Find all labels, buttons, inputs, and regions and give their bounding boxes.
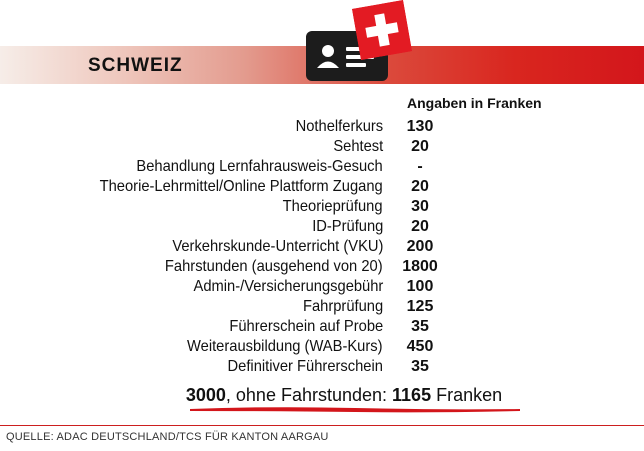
item-value: 20 <box>411 178 429 195</box>
item-value: 450 <box>406 338 434 355</box>
item-label: ID-Prüfung <box>311 218 383 235</box>
item-value: - <box>417 158 423 175</box>
list-item: Fahrprüfung 125 <box>0 297 644 317</box>
country-title: SCHWEIZ <box>88 55 183 76</box>
divider <box>0 425 644 426</box>
cost-list: Nothelferkurs 130 Sehtest 20 Behandlung … <box>0 117 644 377</box>
item-value: 100 <box>406 278 434 295</box>
list-item: Sehtest 20 <box>0 137 644 157</box>
item-label: Fahrprüfung <box>302 298 383 315</box>
item-label: Theorieprüfung <box>283 198 383 215</box>
list-item: Verkehrskunde-Unterricht (VKU) 200 <box>0 237 644 257</box>
item-value: 200 <box>406 238 434 255</box>
swiss-flag-icon <box>351 0 413 61</box>
source-credit: QUELLE: ADAC DEUTSCHLAND/TCS FÜR KANTON … <box>6 431 329 443</box>
list-item: Theorie-Lehrmittel/Online Plattform Zuga… <box>0 177 644 197</box>
list-item: Fahrstunden (ausgehend von 20) 1800 <box>0 257 644 277</box>
item-label: Weiterausbildung (WAB-Kurs) <box>187 338 383 355</box>
list-item: Definitiver Führerschein 35 <box>0 357 644 377</box>
item-value: 35 <box>411 358 429 375</box>
total-summary: 3000, ohne Fahrstunden: 1165 Franken <box>22 383 644 407</box>
total-middle: , ohne Fahrstunden: <box>225 385 393 405</box>
list-item: Nothelferkurs 130 <box>0 117 644 137</box>
item-label: Theorie-Lehrmittel/Online Plattform Zuga… <box>99 178 383 195</box>
item-label: Führerschein auf Probe <box>229 318 383 335</box>
item-label: Verkehrskunde-Unterricht (VKU) <box>171 238 383 255</box>
item-value: 35 <box>411 318 429 335</box>
item-label: Definitiver Führerschein <box>227 358 383 375</box>
brush-underline <box>190 407 520 413</box>
item-label: Sehtest <box>333 138 383 155</box>
total-amount: 3000 <box>185 385 226 405</box>
list-item: Behandlung Lernfahrausweis-Gesuch - <box>0 157 644 177</box>
list-item: Admin-/Versicherungsgebühr 100 <box>0 277 644 297</box>
total-unit: Franken <box>431 385 503 405</box>
item-value: 20 <box>411 138 429 155</box>
list-item: Theorieprüfung 30 <box>0 197 644 217</box>
list-item: Weiterausbildung (WAB-Kurs) 450 <box>0 337 644 357</box>
list-item: Führerschein auf Probe 35 <box>0 317 644 337</box>
list-item: ID-Prüfung 20 <box>0 217 644 237</box>
item-value: 125 <box>406 298 434 315</box>
item-value: 1800 <box>402 258 438 275</box>
total-without-driving-lessons: 1165 <box>392 385 432 405</box>
unit-header: Angaben in Franken <box>407 95 542 111</box>
item-label: Admin-/Versicherungsgebühr <box>193 278 383 295</box>
item-value: 130 <box>406 118 434 135</box>
item-value: 20 <box>411 218 429 235</box>
item-label: Fahrstunden (ausgehend von 20) <box>165 258 383 275</box>
item-label: Nothelferkurs <box>295 118 383 135</box>
item-value: 30 <box>411 198 429 215</box>
item-label: Behandlung Lernfahrausweis-Gesuch <box>136 158 383 175</box>
